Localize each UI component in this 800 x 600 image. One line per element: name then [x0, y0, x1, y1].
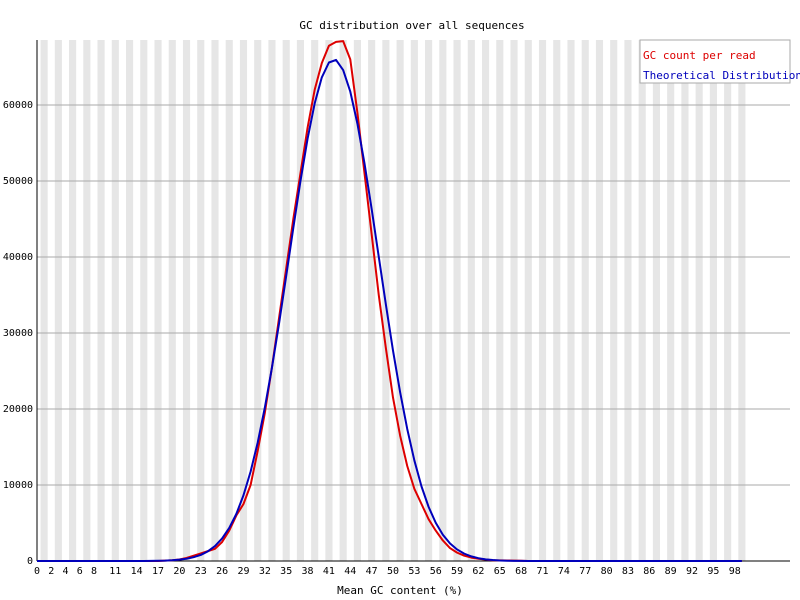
stripe — [353, 40, 361, 561]
stripe — [624, 40, 632, 561]
stripe — [453, 40, 461, 561]
stripe — [709, 40, 717, 561]
x-tick-label: 32 — [259, 566, 271, 577]
stripe — [282, 40, 290, 561]
x-tick-label: 0 — [34, 566, 40, 577]
x-tick-label: 56 — [430, 566, 442, 577]
x-tick-label: 26 — [216, 566, 228, 577]
stripe — [40, 40, 48, 561]
stripe — [254, 40, 262, 561]
stripe — [339, 40, 347, 561]
stripe — [610, 40, 618, 561]
stripe — [268, 40, 276, 561]
stripe — [581, 40, 589, 561]
stripe — [524, 40, 532, 561]
x-tick-label: 71 — [536, 566, 548, 577]
x-tick-label: 86 — [643, 566, 655, 577]
stripe — [111, 40, 119, 561]
x-tick-label: 62 — [472, 566, 484, 577]
x-tick-label: 92 — [686, 566, 698, 577]
stripe — [638, 40, 646, 561]
stripe — [567, 40, 575, 561]
x-tick-label: 41 — [323, 566, 335, 577]
x-tick-label: 89 — [665, 566, 677, 577]
stripe — [652, 40, 660, 561]
stripe — [140, 40, 148, 561]
stripe — [69, 40, 77, 561]
chart-title: GC distribution over all sequences — [299, 19, 524, 32]
x-tick-label: 23 — [195, 566, 207, 577]
x-tick-label: 6 — [77, 566, 83, 577]
x-tick-label: 38 — [302, 566, 314, 577]
x-tick-label: 14 — [131, 566, 143, 577]
y-tick-label: 20000 — [3, 404, 33, 415]
y-tick-label: 30000 — [3, 328, 33, 339]
x-tick-label: 17 — [152, 566, 164, 577]
data-line — [37, 58, 742, 562]
stripe — [738, 40, 746, 561]
legend-entry: Theoretical Distribution — [643, 69, 800, 82]
stripe — [724, 40, 732, 561]
stripe — [467, 40, 475, 561]
stripe — [553, 40, 561, 561]
y-tick-label: 60000 — [3, 100, 33, 111]
x-tick-label: 11 — [109, 566, 121, 577]
stripe — [538, 40, 547, 561]
stripe — [296, 40, 304, 561]
stripe — [182, 40, 191, 561]
stripe — [681, 40, 689, 561]
x-tick-label: 59 — [451, 566, 463, 577]
stripe — [325, 40, 333, 561]
stripe — [97, 40, 105, 561]
stripe — [54, 40, 62, 561]
x-tick-label: 47 — [366, 566, 378, 577]
stripe — [197, 40, 205, 561]
x-tick-label: 68 — [515, 566, 527, 577]
stripe — [410, 40, 418, 561]
y-tick-label: 0 — [27, 556, 33, 567]
y-tick-label: 40000 — [3, 252, 33, 263]
x-tick-label: 83 — [622, 566, 634, 577]
x-tick-label: 44 — [344, 566, 356, 577]
y-tick-label: 50000 — [3, 176, 33, 187]
x-tick-label: 2 — [48, 566, 54, 577]
stripe — [83, 40, 91, 561]
stripe — [510, 40, 518, 561]
stripe — [126, 40, 134, 561]
stripe — [225, 40, 233, 561]
legend-entry: GC count per read — [643, 49, 756, 62]
x-tick-label: 8 — [91, 566, 97, 577]
stripe — [396, 40, 404, 561]
stripe — [595, 40, 604, 561]
x-tick-label: 20 — [173, 566, 185, 577]
x-tick-label: 53 — [408, 566, 420, 577]
x-tick-label: 77 — [579, 566, 591, 577]
stripe — [368, 40, 376, 561]
stripe — [667, 40, 675, 561]
stripe — [168, 40, 176, 561]
x-tick-label: 4 — [62, 566, 68, 577]
stripe — [154, 40, 162, 561]
y-tick-label: 10000 — [3, 480, 33, 491]
x-tick-label: 98 — [729, 566, 741, 577]
x-tick-label: 29 — [237, 566, 249, 577]
x-tick-label: 35 — [280, 566, 292, 577]
x-tick-label: 95 — [707, 566, 719, 577]
stripe — [211, 40, 219, 561]
x-tick-label: 65 — [494, 566, 506, 577]
x-tick-label: 50 — [387, 566, 399, 577]
x-tick-label: 74 — [558, 566, 570, 577]
legend-box — [639, 39, 791, 84]
stripe — [482, 40, 490, 561]
stripe — [496, 40, 504, 561]
stripe — [425, 40, 433, 561]
x-tick-label: 80 — [601, 566, 613, 577]
stripe — [311, 40, 319, 561]
x-axis-label: Mean GC content (%) — [337, 584, 463, 597]
stripe — [439, 40, 447, 561]
stripe — [239, 40, 248, 561]
stripe — [695, 40, 703, 561]
